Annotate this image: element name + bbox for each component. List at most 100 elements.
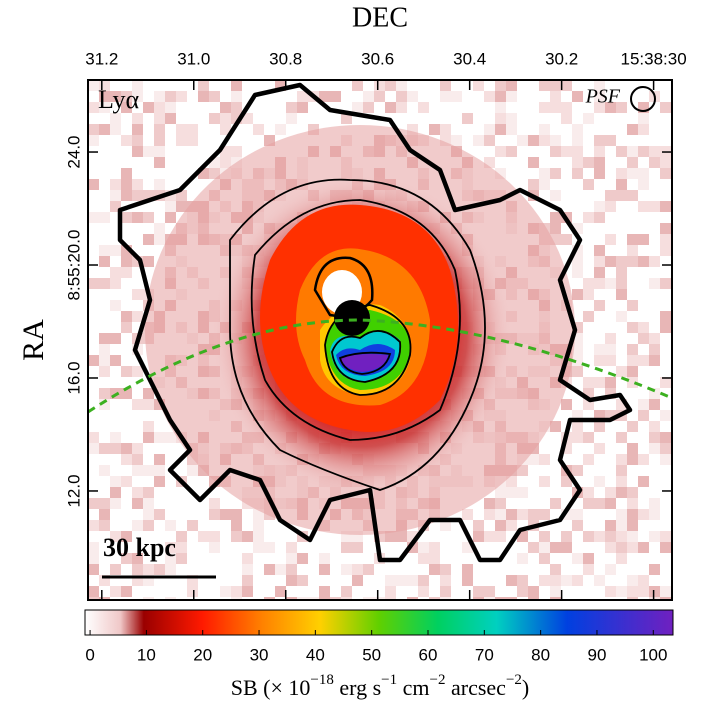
pixel (638, 179, 649, 190)
pixel (308, 597, 319, 600)
pixel (154, 135, 165, 146)
pixel (88, 564, 99, 575)
pixel (418, 542, 429, 553)
pixel (660, 432, 671, 443)
pixel (561, 399, 572, 410)
pixel (110, 432, 121, 443)
pixel (583, 531, 594, 542)
pixel (396, 91, 407, 102)
pixel (473, 586, 484, 597)
pixel (484, 597, 495, 600)
pixel (561, 146, 572, 157)
pixel (319, 564, 330, 575)
pixel (110, 476, 121, 487)
pixel (594, 531, 605, 542)
pixel (495, 487, 506, 498)
pixel (583, 113, 594, 124)
pixel (121, 102, 132, 113)
pixel (385, 80, 396, 91)
pixel (440, 564, 451, 575)
y-tick-label: 12.0 (64, 474, 83, 507)
pixel (473, 597, 484, 600)
pixel (583, 179, 594, 190)
pixel (550, 234, 561, 245)
pixel (253, 520, 264, 531)
pixel (242, 575, 253, 586)
contour (338, 351, 392, 375)
pixel (528, 509, 539, 520)
pixel (550, 597, 561, 600)
pixel (440, 575, 451, 586)
x-tick-label: 30.6 (361, 49, 394, 68)
pixel (627, 344, 638, 355)
pixel (143, 498, 154, 509)
pixel (374, 531, 385, 542)
x-tick-label: 31.0 (177, 49, 210, 68)
pixel (341, 531, 352, 542)
pixel (154, 454, 165, 465)
pixel (88, 179, 99, 190)
pixel (583, 311, 594, 322)
pixel (572, 333, 583, 344)
pixel (176, 553, 187, 564)
pixel (572, 223, 583, 234)
pixel (407, 531, 418, 542)
pixel (627, 487, 638, 498)
pixel (297, 553, 308, 564)
pixel (220, 113, 231, 124)
pixel (165, 113, 176, 124)
pixel (594, 157, 605, 168)
pixel (627, 520, 638, 531)
pixel (429, 597, 440, 600)
pixel (231, 597, 242, 600)
pixel (550, 146, 561, 157)
x-tick-label: 15:38:30 (621, 49, 687, 68)
pixel (143, 564, 154, 575)
pixel (583, 399, 594, 410)
pixel (176, 135, 187, 146)
pixel (154, 509, 165, 520)
pixel (473, 531, 484, 542)
pixel (418, 575, 429, 586)
pixel (154, 432, 165, 443)
pixel (99, 124, 110, 135)
pixel (440, 91, 451, 102)
pixel (99, 333, 110, 344)
pixel (594, 278, 605, 289)
colorbar-tick-label: 30 (250, 645, 269, 664)
pixel (660, 443, 671, 454)
pixel (440, 597, 451, 600)
pixel (660, 234, 671, 245)
pixel (627, 454, 638, 465)
pixel (143, 509, 154, 520)
pixel (539, 531, 550, 542)
pixel (550, 421, 561, 432)
pixel (121, 212, 132, 223)
pixel (616, 531, 627, 542)
pixel (132, 179, 143, 190)
pixel (132, 443, 143, 454)
pixel (605, 333, 616, 344)
pixel (528, 586, 539, 597)
pixel (99, 575, 110, 586)
pixel (517, 509, 528, 520)
pixel (539, 102, 550, 113)
pixel (616, 366, 627, 377)
pixel (253, 531, 264, 542)
pixel (594, 245, 605, 256)
pixel (187, 520, 198, 531)
pixel (99, 245, 110, 256)
pixel (616, 553, 627, 564)
pixel (627, 234, 638, 245)
pixel (132, 399, 143, 410)
pixel (473, 135, 484, 146)
pixel (484, 91, 495, 102)
pixel (605, 586, 616, 597)
pixel (484, 586, 495, 597)
colorbar (84, 609, 674, 636)
pixel (121, 267, 132, 278)
pixel (550, 190, 561, 201)
pixel (605, 201, 616, 212)
pixel (572, 124, 583, 135)
